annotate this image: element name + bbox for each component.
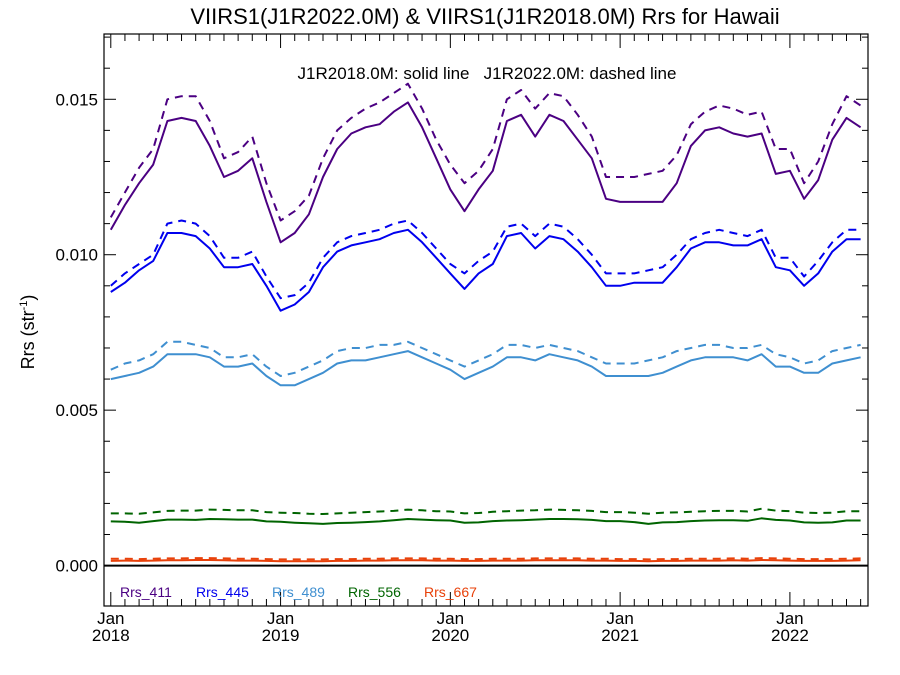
plot-marks xyxy=(104,82,868,567)
rrs-489-dashed-line xyxy=(110,340,861,377)
y-tick-label: 0.010 xyxy=(55,246,98,265)
y-tick-label: 0.015 xyxy=(55,90,98,109)
y-axis-label-superscript: -1 xyxy=(18,301,30,311)
legend-rrs-445: Rrs_445 xyxy=(196,584,249,600)
rrs-556-solid-line xyxy=(110,517,861,525)
x-tick-label-month: Jan xyxy=(267,609,294,628)
x-tick-label-year: 2020 xyxy=(431,626,469,645)
line-style-annotation: J1R2018.0M: solid line J1R2022.0M: dashe… xyxy=(298,64,677,83)
x-tick-label-month: Jan xyxy=(776,609,803,628)
y-axis-label-tail: ) xyxy=(18,295,38,301)
legend-rrs-667: Rrs_667 xyxy=(424,584,477,600)
y-axis-label: Rrs (str-1) xyxy=(18,295,38,370)
rrs-411-solid-line xyxy=(109,101,862,244)
axes: 0.0000.0050.0100.015Jan2018Jan2019Jan202… xyxy=(55,33,869,645)
x-tick-label-month: Jan xyxy=(437,609,464,628)
x-tick-label-year: 2022 xyxy=(771,626,809,645)
y-axis-label-main: Rrs (str xyxy=(18,310,38,369)
legend-rrs-489: Rrs_489 xyxy=(272,584,325,600)
rrs-667-solid-line xyxy=(110,559,861,563)
rrs-445-dashed-line xyxy=(110,219,861,300)
legend-rrs-556: Rrs_556 xyxy=(348,584,401,600)
rrs-489-solid-line xyxy=(110,350,861,387)
chart-title: VIIRS1(J1R2022.0M) & VIIRS1(J1R2018.0M) … xyxy=(190,4,779,29)
rrs-556-dashed-line xyxy=(110,507,861,515)
rrs-667-dashed-line xyxy=(110,557,861,561)
legend-rrs-411: Rrs_411 xyxy=(120,584,172,600)
x-tick-label-year: 2018 xyxy=(92,626,130,645)
rrs-445-solid-line xyxy=(110,228,861,312)
legend: Rrs_411 Rrs_445 Rrs_489 Rrs_556 Rrs_667 xyxy=(120,584,477,600)
x-tick-label-year: 2021 xyxy=(601,626,639,645)
x-tick-label-month: Jan xyxy=(97,609,124,628)
y-tick-label: 0.000 xyxy=(55,557,98,576)
plot-frame xyxy=(103,33,869,607)
series-lines xyxy=(109,82,862,563)
x-tick-label-month: Jan xyxy=(606,609,633,628)
y-tick-label: 0.005 xyxy=(55,401,98,420)
rrs-411-dashed-line xyxy=(109,82,862,222)
x-tick-label-year: 2019 xyxy=(262,626,300,645)
